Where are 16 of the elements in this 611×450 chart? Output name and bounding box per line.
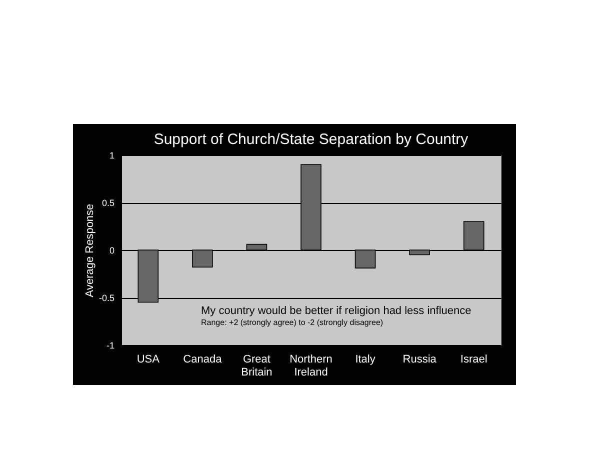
y-tick-label: 0 <box>109 246 114 256</box>
annotation: My country would be better if religion had less influence <box>201 305 472 317</box>
y-tick-label: 0.5 <box>102 198 114 208</box>
y-tick-label: -0.5 <box>98 293 114 303</box>
y-axis-title: Average Response <box>84 204 96 298</box>
chart-title: Support of Church/State Separation by Country <box>154 131 469 148</box>
x-tick-label: USA <box>136 354 160 366</box>
x-tick-label: Northern Ireland <box>290 354 332 378</box>
y-tick-label: 1 <box>109 150 114 160</box>
x-tick-label: Israel <box>460 354 488 366</box>
x-tick-label: Italy <box>355 354 376 366</box>
x-tick-label: Russia <box>402 354 438 366</box>
x-tick-label: Great Britain <box>241 354 272 378</box>
annotation: Range: +2 (strongly agree) to -2 (strongly disagree) <box>201 318 384 327</box>
y-tick-label: -1 <box>106 340 114 350</box>
x-tick-label: Canada <box>183 354 223 366</box>
